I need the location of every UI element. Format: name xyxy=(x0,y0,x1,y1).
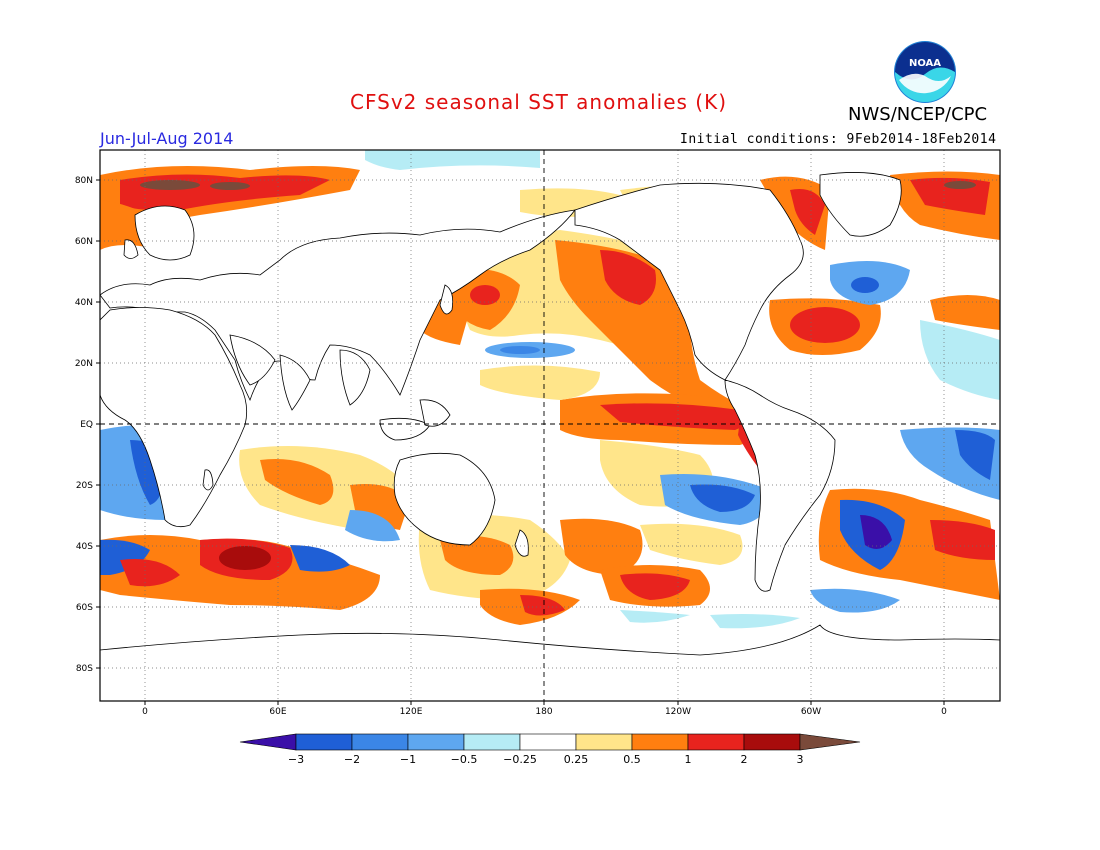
land-masses xyxy=(100,172,1000,701)
lat-label-60s: 60S xyxy=(76,603,93,613)
lat-label-40n: 40N xyxy=(75,298,93,308)
lat-label-60n: 60N xyxy=(75,237,93,247)
colorbar-cap-low xyxy=(239,733,297,751)
equator-dateline-lines xyxy=(100,150,1000,701)
lon-label-180: 180 xyxy=(535,707,552,717)
colorbar-bin-6 xyxy=(575,733,633,751)
lat-label-20n: 20N xyxy=(75,359,93,369)
colorbar-bin-2 xyxy=(351,733,409,751)
colorbar-cap-high xyxy=(799,733,861,751)
anomaly-field xyxy=(100,150,1000,701)
noaa-logo-icon: NOAA xyxy=(894,41,956,103)
season-label: Jun-Jul-Aug 2014 xyxy=(100,129,234,148)
cb-label-m2: −2 xyxy=(344,753,360,766)
lat-label-20s: 20S xyxy=(76,481,93,491)
cb-label-1: 1 xyxy=(685,753,692,766)
cb-label-3: 3 xyxy=(797,753,804,766)
map-frame xyxy=(99,149,1001,702)
cb-label-m05: −0.5 xyxy=(451,753,478,766)
colorbar-bin-9 xyxy=(743,733,801,751)
colorbar xyxy=(239,733,861,751)
initial-conditions-label: Initial conditions: 9Feb2014-18Feb2014 xyxy=(680,132,997,147)
lon-label-60w: 60W xyxy=(801,707,821,717)
cb-label-025: 0.25 xyxy=(564,753,589,766)
lat-label-80s: 80S xyxy=(76,664,93,674)
chart-title: CFSv2 seasonal SST anomalies (K) xyxy=(350,90,727,114)
lon-label-120w: 120W xyxy=(665,707,691,717)
colorbar-bin-5 xyxy=(519,733,577,751)
lat-label-40s: 40S xyxy=(76,542,93,552)
cb-label-m1: −1 xyxy=(400,753,416,766)
longitude-labels: 0 60E 120E 180 120W 60W 0 xyxy=(142,707,947,717)
agency-label: NWS/NCEP/CPC xyxy=(848,104,988,125)
colorbar-bin-1 xyxy=(295,733,353,751)
colorbar-bin-8 xyxy=(687,733,745,751)
colorbar-labels: −3 −2 −1 −0.5 −0.25 0.25 0.5 1 2 3 xyxy=(288,753,804,766)
cb-label-m3: −3 xyxy=(288,753,304,766)
lon-label-60e: 60E xyxy=(269,707,286,717)
lon-label-0-east: 0 xyxy=(941,707,947,717)
noaa-logo-text: NOAA xyxy=(909,58,941,69)
lat-label-eq: EQ xyxy=(80,420,93,430)
lon-label-120e: 120E xyxy=(400,707,423,717)
colorbar-bin-3 xyxy=(407,733,465,751)
latitude-labels: 80N 60N 40N 20N EQ 20S 40S 60S 80S xyxy=(75,176,93,674)
cb-label-m025: −0.25 xyxy=(503,753,537,766)
lon-label-0-west: 0 xyxy=(142,707,148,717)
colorbar-bin-7 xyxy=(631,733,689,751)
map-ticks xyxy=(96,179,945,705)
lat-label-80n: 80N xyxy=(75,176,93,186)
cb-label-2: 2 xyxy=(741,753,748,766)
colorbar-bin-4 xyxy=(463,733,521,751)
cb-label-05: 0.5 xyxy=(623,753,641,766)
